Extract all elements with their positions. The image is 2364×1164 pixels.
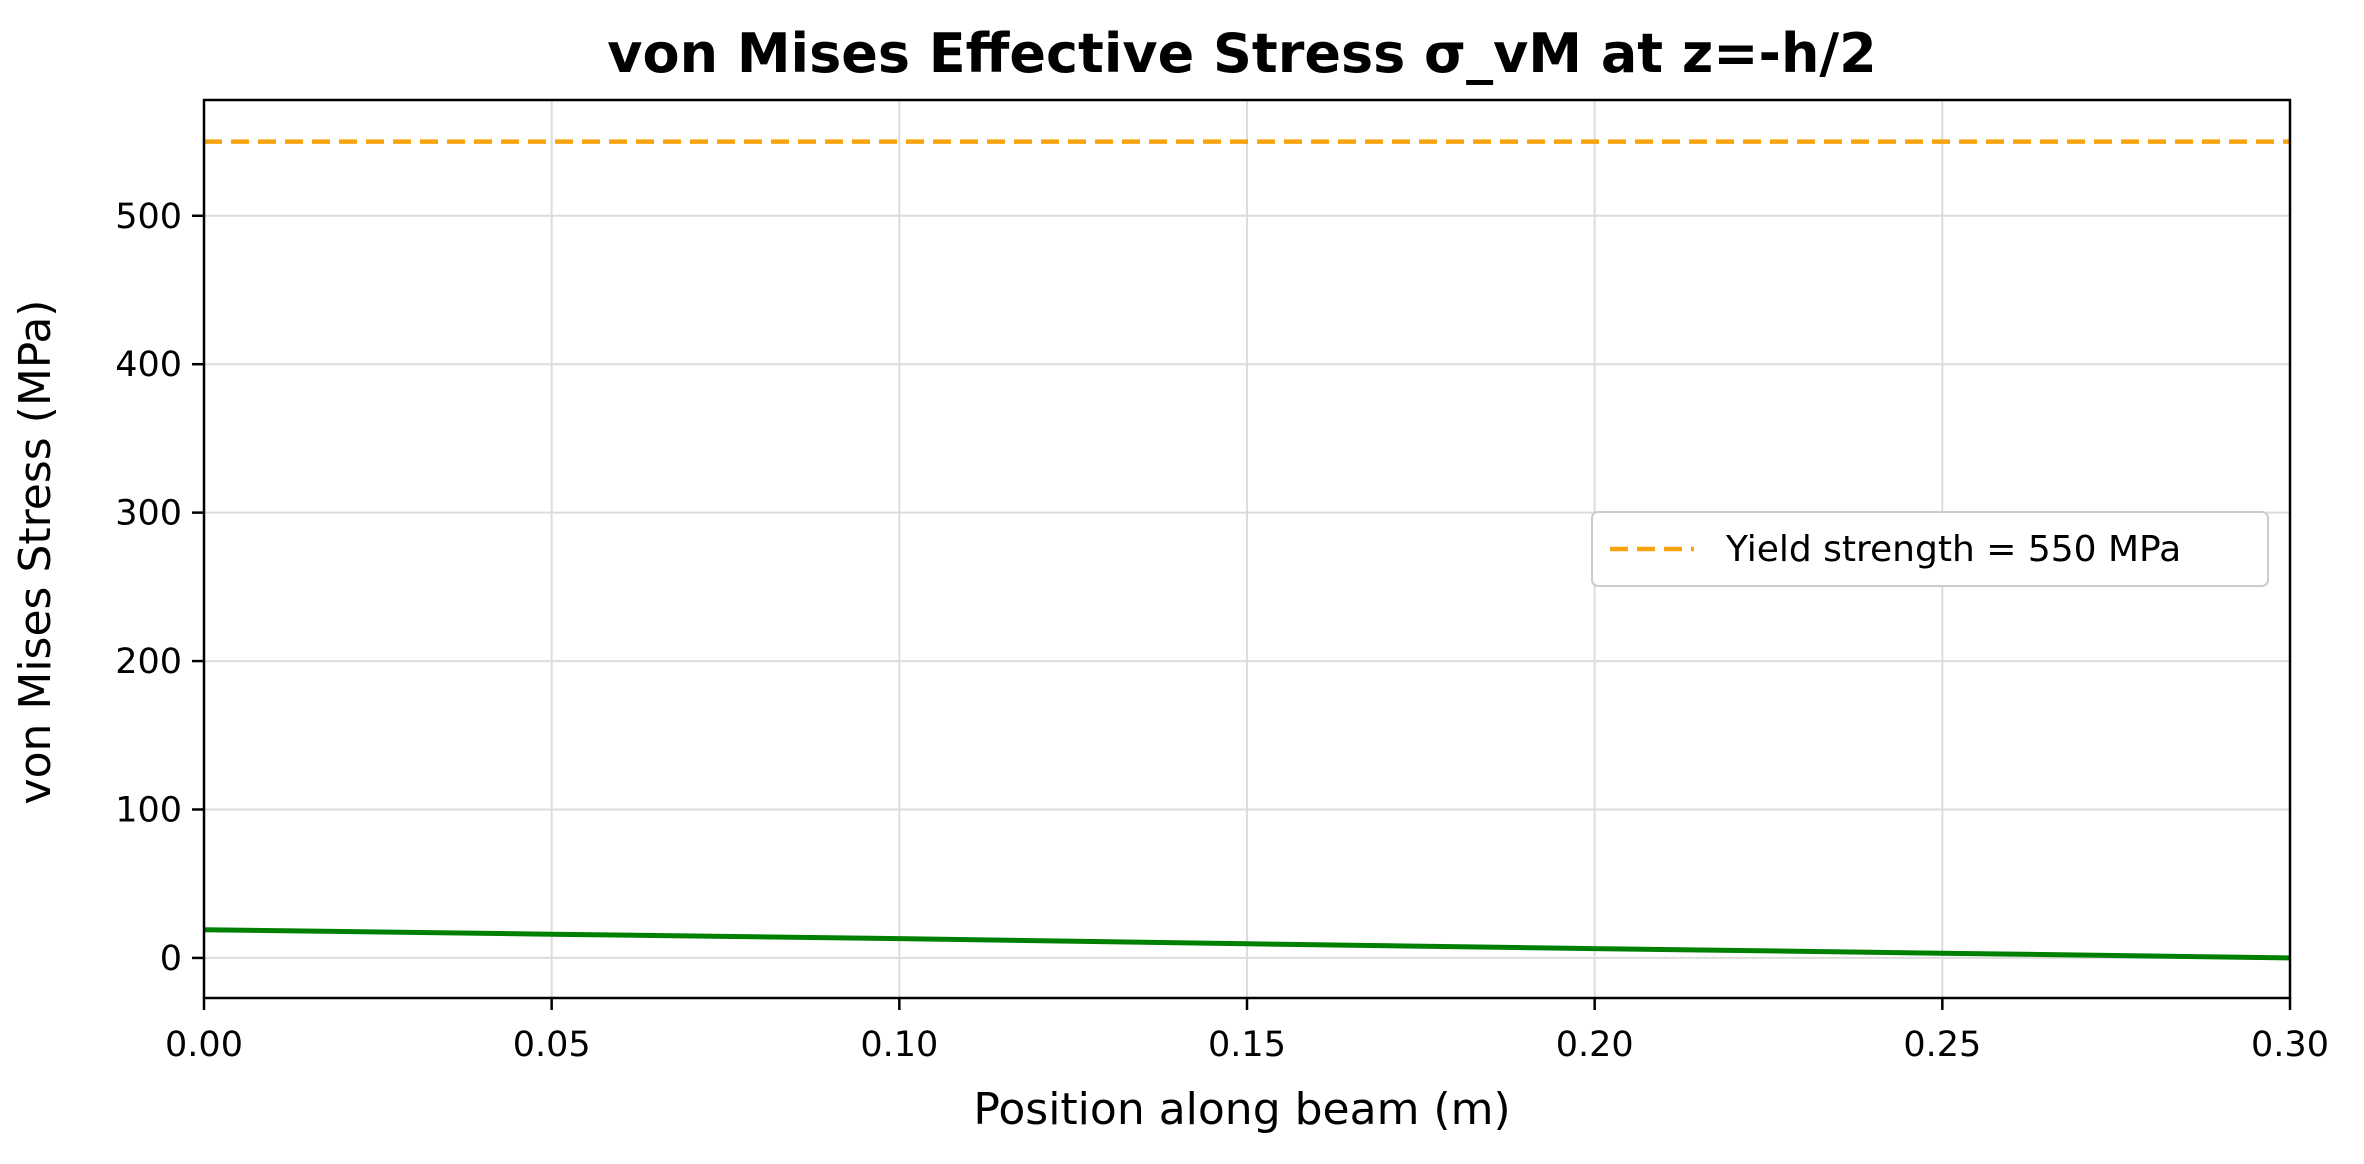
y-tick-label: 500: [115, 197, 182, 237]
y-axis-label: von Mises Stress (MPa): [10, 300, 61, 805]
series-layer: [203, 139, 2291, 961]
stress-series-line: [203, 927, 2291, 961]
x-tick-label: 0.15: [1208, 1025, 1286, 1065]
x-tick-label: 0.05: [513, 1025, 591, 1065]
x-tick-label: 0.20: [1556, 1025, 1634, 1065]
y-tick-label: 400: [115, 345, 182, 385]
x-axis-label: Position along beam (m): [973, 1084, 1510, 1135]
y-tick-label: 100: [115, 790, 182, 830]
chart-title: von Mises Effective Stress σ_vM at z=-h/…: [607, 22, 1876, 85]
x-tick-label: 0.00: [165, 1025, 243, 1065]
x-tick-label: 0.25: [1903, 1025, 1981, 1065]
legend-box: [1591, 511, 2269, 587]
axis-ticks: 0.00 0.05 0.10 0.15 0.20 0.25 0.30 0 100 200 300 40…: [115, 197, 2329, 1065]
x-tick-label: 0.10: [860, 1025, 938, 1065]
legend: Yield strength = 550 MPa: [1591, 511, 2269, 587]
y-tick-label: 0: [160, 939, 182, 979]
y-tick-label: 200: [115, 642, 182, 682]
y-tick-label: 300: [115, 494, 182, 534]
x-tick-label: 0.30: [2251, 1025, 2329, 1065]
legend-label-yield-strength: Yield strength = 550 MPa: [1725, 529, 2181, 570]
